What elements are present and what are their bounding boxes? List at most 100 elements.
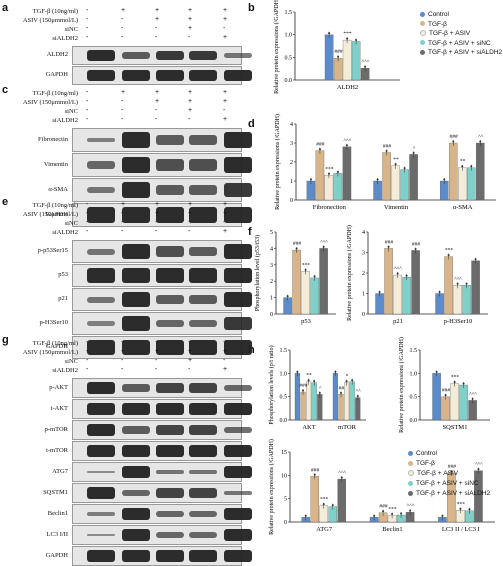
legend-item: TGF-β: [408, 459, 490, 469]
y-tick-label: 2: [270, 279, 273, 285]
blot-strip: [72, 336, 252, 359]
significance-label: **: [306, 373, 312, 379]
y-tick-label: 0: [270, 312, 273, 318]
blot-band: [189, 550, 217, 562]
treatment-sign: +: [155, 89, 160, 96]
data-point: [394, 163, 397, 166]
significance-label: ^^^: [454, 276, 462, 282]
significance-label: **: [393, 157, 399, 163]
treatment-sign: -: [121, 219, 124, 226]
blot-band: [224, 53, 252, 58]
data-point: [318, 391, 321, 394]
significance-label: ^^^: [362, 59, 370, 65]
blot-label: p21: [58, 295, 68, 302]
blot-band: [156, 246, 184, 257]
data-point: [465, 282, 468, 285]
treatment-sign: -: [188, 116, 191, 123]
treatment-sign: -: [86, 210, 89, 217]
data-point: [456, 282, 459, 285]
blot-strip: [72, 288, 252, 311]
y-axis-label: Relative protein expressions (/GAPDH): [273, 0, 280, 94]
treatment-label-tgf: TGF-β (10ng/ml): [32, 8, 78, 15]
data-point: [313, 275, 316, 278]
treatment-sign: -: [155, 116, 158, 123]
blot-label: SQSTM1: [43, 488, 68, 496]
data-point: [461, 165, 464, 168]
bar: [459, 384, 468, 421]
blot-label: GAPDH: [45, 210, 68, 218]
bar: [458, 167, 467, 201]
blot-label: LC3 I/II: [46, 530, 68, 538]
bar: [391, 165, 400, 201]
bar: [432, 373, 441, 421]
blot-label: Vimentin: [43, 160, 68, 168]
y-tick-label: 3: [270, 263, 273, 269]
legend-top: Control TGF-β TGF-β + ASIV TGF-β + ASIV …: [420, 10, 502, 58]
data-point: [447, 254, 450, 257]
treatment-sign: -: [86, 219, 89, 226]
legend-label: TGF-β: [416, 460, 435, 467]
bar: [300, 391, 306, 421]
treatment-sign: +: [223, 201, 228, 208]
blot-band: [156, 425, 184, 435]
data-point: [435, 370, 438, 373]
legend-item: TGF-β + ASIV: [420, 29, 502, 39]
blot-band: [87, 207, 115, 223]
significance-label: ###: [450, 134, 459, 140]
blot-band: [224, 157, 252, 173]
data-point: [307, 379, 310, 382]
blot-label: ALDH2: [46, 51, 68, 58]
bar: [382, 152, 391, 201]
data-point: [385, 150, 388, 152]
blot-band: [122, 508, 150, 520]
y-tick-label: 2: [362, 271, 365, 277]
panel-letter-b: b: [248, 2, 255, 14]
panel-letter-a: a: [2, 2, 9, 14]
data-point: [479, 140, 482, 143]
bar: [449, 142, 458, 201]
blot-band: [156, 207, 184, 223]
data-point: [340, 391, 342, 394]
treatment-sign: -: [155, 34, 158, 41]
blot-band: [122, 244, 150, 259]
blot-strip: [72, 203, 252, 227]
panel-letter-c: c: [2, 84, 9, 96]
significance-label: ^^^: [469, 391, 477, 397]
y-tick-label: 1.0: [280, 371, 288, 377]
significance-label: ^: [319, 385, 322, 391]
data-point: [450, 470, 453, 473]
bar: [441, 396, 450, 421]
treatment-sign: +: [188, 219, 193, 226]
data-point: [313, 380, 316, 383]
significance-label: ###: [316, 142, 325, 148]
y-tick-label: 0.5: [410, 395, 418, 401]
treatment-sign: +: [155, 348, 160, 355]
treatment-sign: +: [223, 228, 228, 235]
bar: [324, 34, 334, 81]
blot-label: p53: [58, 271, 68, 278]
blot-strip: [72, 462, 252, 482]
data-point: [459, 507, 462, 510]
treatment-label-asiv: ASIV (150μmmol/L): [22, 99, 78, 106]
y-tick-label: 0: [290, 198, 293, 204]
data-point: [286, 295, 289, 298]
treatment-sign: -: [86, 7, 89, 14]
significance-label: ***: [388, 506, 397, 512]
blot-band: [122, 316, 150, 331]
y-tick-label: 1.5: [410, 348, 418, 354]
treatment-label-sinc: siNC: [64, 26, 78, 33]
treatment-sign: -: [86, 89, 89, 96]
blot-band: [224, 182, 252, 198]
blot-band: [224, 490, 252, 496]
data-point: [443, 178, 446, 181]
x-tick-label: ALDH2: [337, 84, 358, 91]
blot-strip: [72, 483, 252, 503]
data-point: [376, 178, 379, 181]
significance-label: ^^^: [394, 266, 402, 272]
bar: [476, 142, 485, 201]
blot-band: [87, 186, 115, 194]
blot-label: t-mTOR: [46, 446, 68, 454]
data-point: [391, 512, 394, 515]
y-tick-label: 0.0: [280, 418, 288, 424]
y-tick-label: 0.5: [285, 55, 293, 61]
